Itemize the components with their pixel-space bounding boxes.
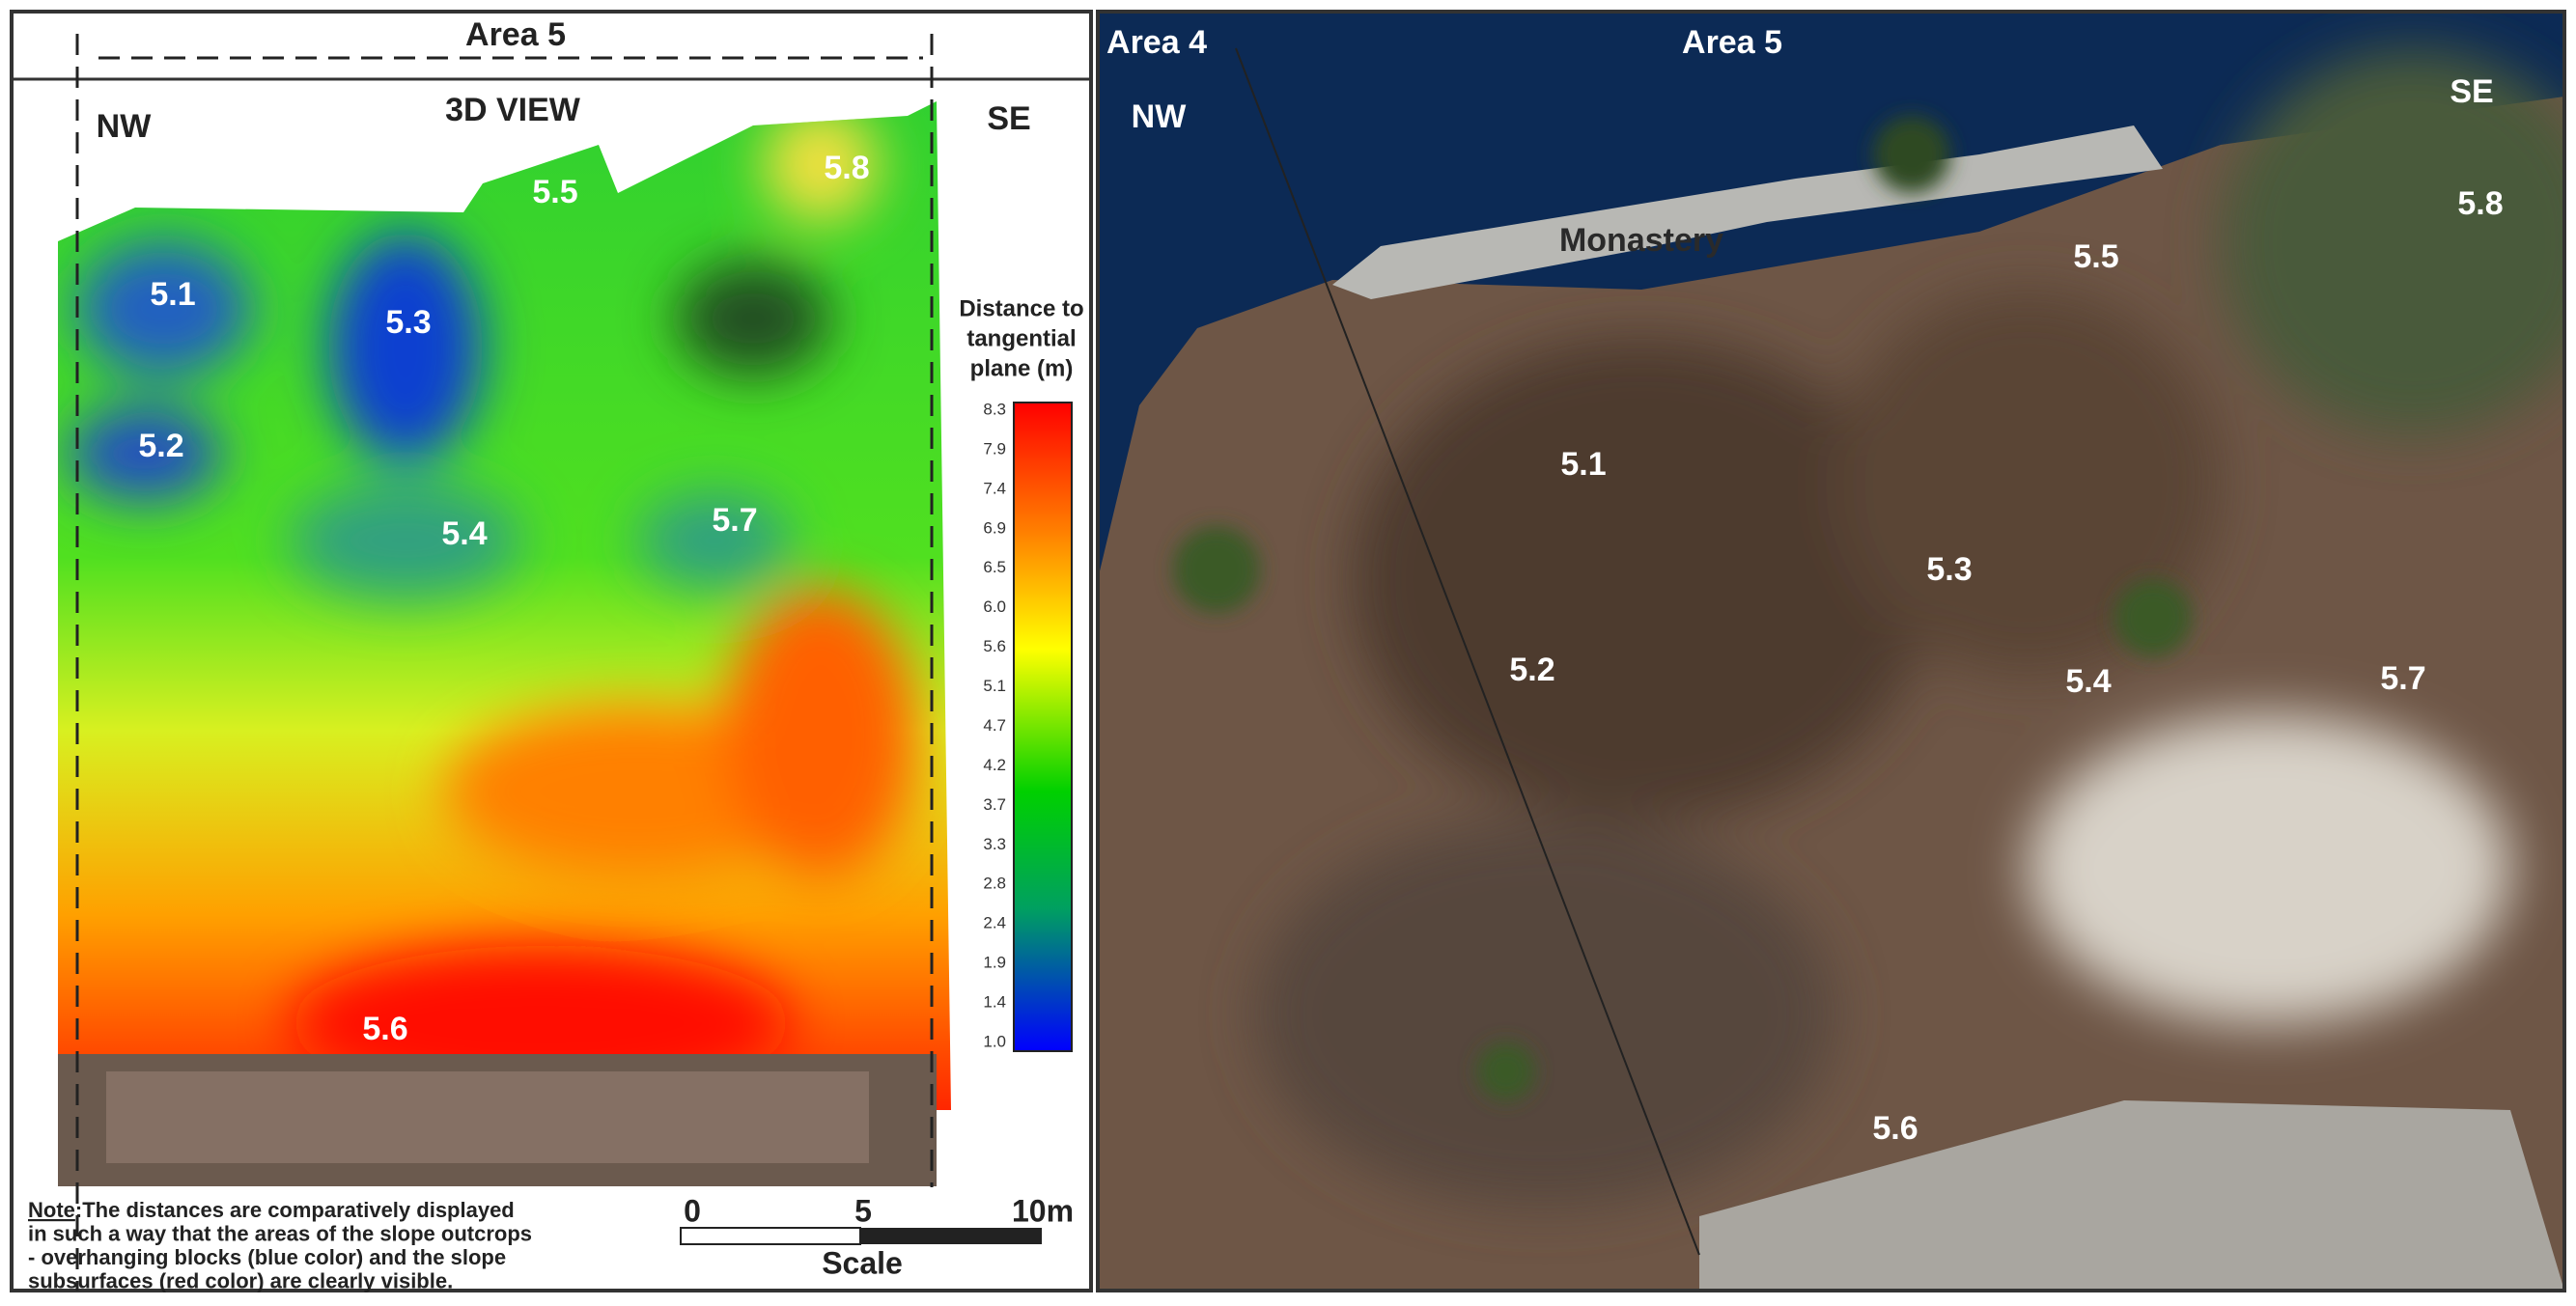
scale-tick-label: 5 — [854, 1193, 872, 1228]
colorbar-tick-label: 7.4 — [983, 479, 1006, 497]
region-label: 5.3 — [385, 304, 431, 341]
colorbar-title: Distance to — [959, 295, 1083, 321]
colorbar-tick-label: 8.3 — [983, 400, 1006, 418]
colorbar-tick-label: 7.9 — [983, 439, 1006, 458]
region-label: 5.7 — [712, 502, 757, 539]
colorbar — [1013, 402, 1073, 1052]
colorbar-tick-label: 2.4 — [983, 914, 1006, 932]
area-label: Area 4 — [1106, 24, 1207, 61]
region-label: 5.4 — [441, 515, 487, 552]
view-label: 3D VIEW — [445, 92, 581, 128]
region-label: 5.5 — [2073, 238, 2118, 275]
area-label: Area 5 — [465, 16, 566, 53]
region-label: 5.2 — [138, 428, 183, 464]
area-label: Area 5 — [1682, 24, 1782, 61]
colorbar-tick-label: 5.1 — [983, 677, 1006, 695]
region-label: 5.1 — [150, 276, 195, 313]
colorbar-tick-label: 3.7 — [983, 795, 1006, 814]
heatmap — [58, 101, 951, 1110]
colorbar-tick-label: 1.0 — [983, 1032, 1006, 1050]
colorbar-tick-label: 2.8 — [983, 875, 1006, 893]
scale-tick-label: 10m — [1012, 1193, 1074, 1228]
region-label: 5.7 — [2380, 660, 2425, 697]
nw-label: NW — [97, 108, 153, 145]
note-text: - overhanging blocks (blue color) and th… — [28, 1245, 506, 1269]
photo — [1098, 12, 2564, 1291]
colorbar-tick-label: 3.3 — [983, 835, 1006, 853]
colorbar-title: plane (m) — [970, 355, 1074, 381]
region-label: 5.5 — [532, 174, 577, 210]
region-label: 5.8 — [824, 150, 869, 186]
right-panel — [1096, 10, 2566, 1292]
colorbar-tick-label: 6.0 — [983, 597, 1006, 616]
scale-tick-label: 0 — [684, 1193, 701, 1228]
colorbar-tick-label: 4.7 — [983, 716, 1006, 735]
region-label: 5.6 — [1872, 1110, 1918, 1147]
note-text: in such a way that the areas of the slop… — [28, 1221, 532, 1245]
region-label: 5.4 — [2065, 663, 2111, 700]
colorbar-tick-label: 4.2 — [983, 756, 1006, 774]
note-text: :The distances are comparatively display… — [75, 1198, 515, 1222]
note-text: subsurfaces (red color) are clearly visi… — [28, 1268, 453, 1292]
region-label: 5.8 — [2457, 185, 2503, 222]
se-label: SE — [987, 100, 1030, 137]
region-label: 5.6 — [362, 1011, 407, 1047]
colorbar-tick-label: 6.5 — [983, 558, 1006, 576]
region-label: 5.3 — [1926, 551, 1972, 588]
region-label: 5.1 — [1560, 446, 1606, 483]
colorbar-tick-label: 1.9 — [983, 954, 1006, 972]
se-label: SE — [2450, 73, 2493, 110]
region-label: 5.2 — [1509, 652, 1554, 688]
colorbar-tick-label: 1.4 — [983, 993, 1006, 1012]
wall-image — [106, 1071, 869, 1163]
monastery-label: Monastery — [1559, 222, 1723, 259]
nw-label: NW — [1132, 98, 1188, 135]
scale-bar — [860, 1228, 1042, 1244]
colorbar-tick-label: 6.9 — [983, 518, 1006, 537]
colorbar-title: tangential — [966, 325, 1076, 351]
note-line: Note:The distances are comparatively dis… — [28, 1198, 515, 1222]
note-label: Note — [28, 1198, 75, 1222]
scale-label: Scale — [822, 1245, 903, 1280]
colorbar-tick-label: 5.6 — [983, 637, 1006, 655]
scale-bar — [680, 1227, 861, 1245]
